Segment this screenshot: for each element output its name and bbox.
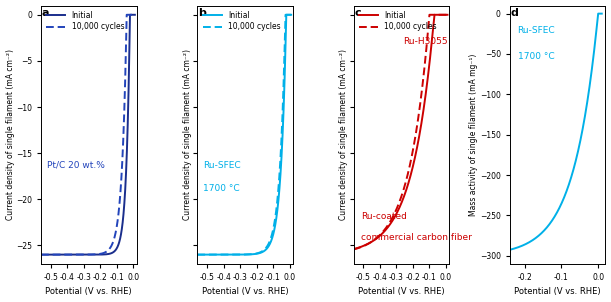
- Y-axis label: Current density of single filament (mA cm⁻²): Current density of single filament (mA c…: [339, 49, 348, 220]
- Text: Pt/C 20 wt.%: Pt/C 20 wt.%: [46, 161, 104, 169]
- X-axis label: Potential (V vs. RHE): Potential (V vs. RHE): [514, 288, 601, 297]
- Text: Ru-coated: Ru-coated: [361, 212, 407, 221]
- Text: b: b: [198, 8, 206, 18]
- X-axis label: Potential (V vs. RHE): Potential (V vs. RHE): [358, 288, 445, 297]
- Y-axis label: Current density of single filament (mA cm⁻²): Current density of single filament (mA c…: [5, 49, 15, 220]
- Text: Ru-SFEC: Ru-SFEC: [203, 161, 241, 169]
- X-axis label: Potential (V vs. RHE): Potential (V vs. RHE): [202, 288, 288, 297]
- Text: Ru-H3055: Ru-H3055: [403, 37, 448, 46]
- Text: a: a: [42, 8, 49, 18]
- Text: c: c: [354, 8, 361, 18]
- Text: 1700 °C: 1700 °C: [518, 52, 554, 61]
- Text: commercial carbon fiber: commercial carbon fiber: [361, 233, 472, 242]
- X-axis label: Potential (V vs. RHE): Potential (V vs. RHE): [45, 288, 132, 297]
- Text: d: d: [511, 8, 519, 18]
- Y-axis label: Current density of single filament (mA cm⁻²): Current density of single filament (mA c…: [183, 49, 192, 220]
- Y-axis label: Mass activity of single filament (mA mg⁻¹): Mass activity of single filament (mA mg⁻…: [469, 53, 478, 216]
- Text: 1700 °C: 1700 °C: [203, 184, 240, 193]
- Legend: Initial, 10,000 cycles: Initial, 10,000 cycles: [45, 9, 126, 33]
- Text: Ru-SFEC: Ru-SFEC: [518, 26, 555, 35]
- Legend: Initial, 10,000 cycles: Initial, 10,000 cycles: [201, 9, 282, 33]
- Legend: Initial, 10,000 cycles: Initial, 10,000 cycles: [357, 9, 438, 33]
